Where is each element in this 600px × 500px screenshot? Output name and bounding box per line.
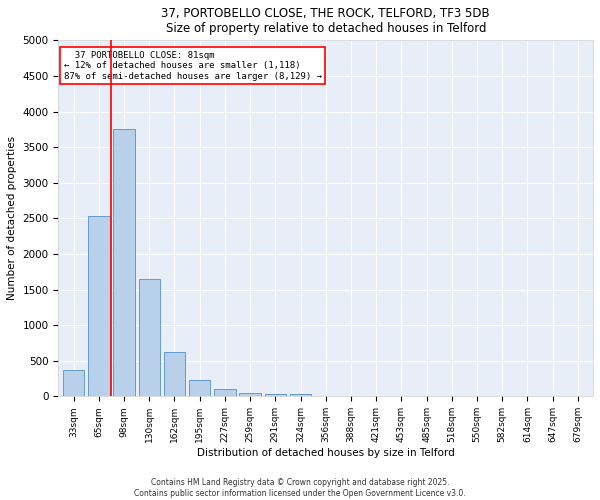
Text: Contains HM Land Registry data © Crown copyright and database right 2025.
Contai: Contains HM Land Registry data © Crown c…	[134, 478, 466, 498]
Y-axis label: Number of detached properties: Number of detached properties	[7, 136, 17, 300]
Text: 37 PORTOBELLO CLOSE: 81sqm  
← 12% of detached houses are smaller (1,118)
87% of: 37 PORTOBELLO CLOSE: 81sqm ← 12% of deta…	[64, 51, 322, 81]
Bar	[290, 394, 311, 396]
Bar	[139, 279, 160, 396]
Title: 37, PORTOBELLO CLOSE, THE ROCK, TELFORD, TF3 5DB
Size of property relative to de: 37, PORTOBELLO CLOSE, THE ROCK, TELFORD,…	[161, 7, 490, 35]
Bar	[88, 216, 110, 396]
Bar	[164, 352, 185, 397]
Bar	[113, 128, 135, 396]
X-axis label: Distribution of detached houses by size in Telford: Distribution of detached houses by size …	[197, 448, 455, 458]
Bar	[63, 370, 85, 396]
Bar	[189, 380, 211, 396]
Bar	[265, 394, 286, 396]
Bar	[239, 393, 261, 396]
Bar	[214, 390, 236, 396]
